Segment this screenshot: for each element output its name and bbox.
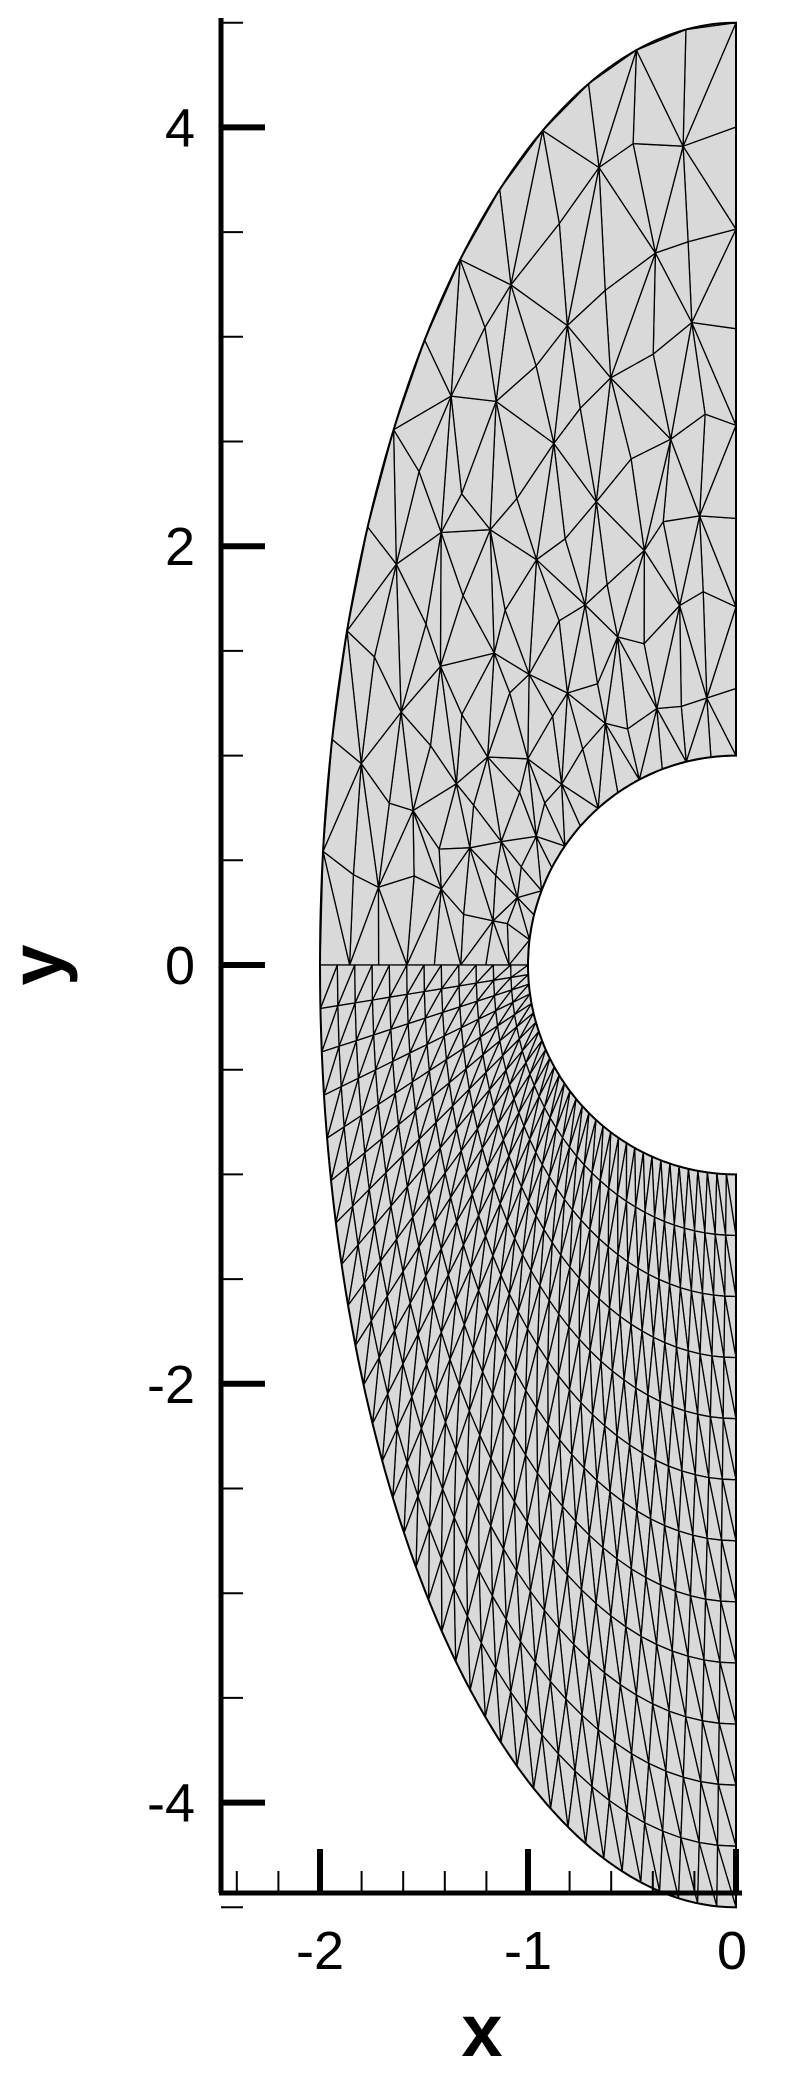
mesh-triangle	[635, 28, 687, 147]
x-tick-label: 0	[717, 1921, 747, 1981]
tick-labels: -4 -2 0 2 4 -2 -1 0	[147, 98, 747, 1981]
lower-structured-mesh	[319, 964, 737, 1908]
y-tick-label: -4	[147, 1774, 195, 1834]
axes	[218, 18, 742, 1909]
upper-unstructured-mesh	[319, 22, 737, 966]
y-tick-label: 0	[165, 936, 195, 996]
y-tick-label: 4	[165, 98, 195, 158]
y-tick-label: 2	[165, 517, 195, 577]
x-tick-label: -1	[504, 1921, 552, 1981]
y-axis-ticks	[221, 21, 265, 1909]
y-tick-label: -2	[147, 1355, 195, 1415]
x-axis-title: x	[461, 1989, 502, 2072]
mesh-triangle	[459, 188, 512, 286]
domain-boundary	[318, 21, 737, 1909]
y-axis-title: y	[0, 944, 78, 985]
mesh-triangle	[542, 83, 600, 169]
domain-outline	[318, 21, 737, 1909]
x-axis-ticks	[235, 1849, 739, 1893]
x-tick-label: -2	[296, 1921, 344, 1981]
